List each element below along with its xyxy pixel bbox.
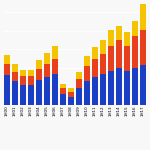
Bar [140, 65, 146, 105]
Bar [116, 68, 122, 105]
Bar [4, 64, 10, 75]
Bar [76, 79, 82, 88]
Bar [132, 21, 138, 36]
Bar [140, 30, 146, 65]
Bar [92, 59, 98, 77]
Bar [44, 53, 50, 64]
Bar [76, 88, 82, 105]
Bar [116, 26, 122, 40]
Bar [68, 92, 74, 97]
Bar [132, 36, 138, 68]
Bar [4, 55, 10, 64]
Bar [52, 59, 58, 74]
Bar [52, 74, 58, 105]
Bar [60, 94, 66, 105]
Bar [20, 76, 26, 85]
Bar [28, 76, 34, 85]
Bar [68, 97, 74, 105]
Bar [68, 88, 74, 92]
Bar [116, 40, 122, 68]
Bar [140, 4, 146, 30]
Bar [92, 47, 98, 59]
Bar [108, 30, 114, 46]
Bar [60, 88, 66, 94]
Bar [20, 70, 26, 76]
Bar [12, 72, 18, 81]
Bar [12, 64, 18, 72]
Bar [132, 68, 138, 105]
Bar [100, 40, 106, 54]
Bar [28, 70, 34, 76]
Bar [100, 54, 106, 74]
Bar [108, 71, 114, 105]
Bar [12, 81, 18, 105]
Bar [124, 71, 130, 105]
Bar [100, 74, 106, 105]
Bar [4, 75, 10, 105]
Bar [60, 84, 66, 88]
Bar [108, 46, 114, 71]
Bar [36, 60, 42, 69]
Bar [44, 64, 50, 77]
Bar [84, 81, 90, 105]
Bar [124, 32, 130, 46]
Bar [84, 56, 90, 66]
Bar [76, 72, 82, 79]
Bar [20, 85, 26, 105]
Bar [52, 46, 58, 59]
Bar [84, 66, 90, 81]
Bar [92, 77, 98, 105]
Bar [36, 80, 42, 105]
Bar [124, 46, 130, 71]
Bar [28, 85, 34, 105]
Bar [36, 69, 42, 80]
Bar [44, 77, 50, 105]
